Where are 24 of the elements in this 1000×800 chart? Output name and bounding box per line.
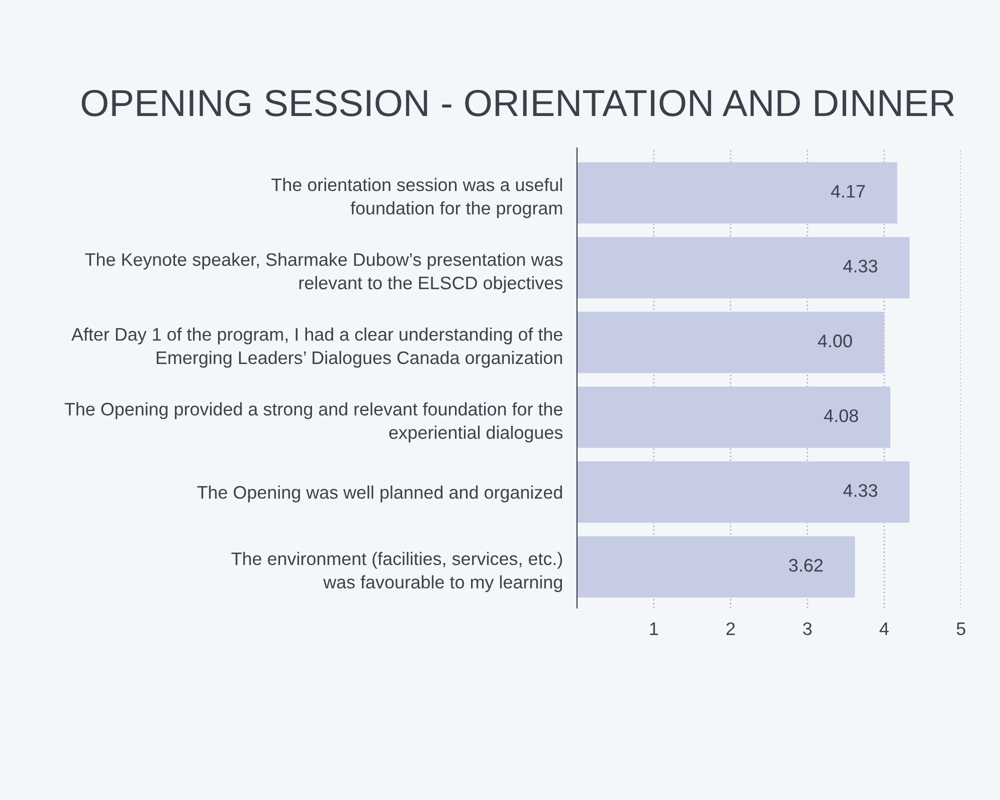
data-label: 4.08 — [824, 409, 858, 422]
bar — [577, 536, 856, 598]
bar — [577, 237, 910, 298]
bar — [577, 461, 910, 523]
x-tick-label: 2 — [726, 622, 735, 635]
data-label: 4.33 — [843, 260, 878, 273]
y-tick-label: The Keynote speaker, Sharmake Dubow’s presentation was relevant to the ELSCD objectives — [85, 252, 562, 293]
x-tick-label: 5 — [956, 622, 966, 636]
bar — [577, 386, 890, 448]
x-tick-label: 3 — [803, 622, 812, 636]
y-tick-label: The Opening provided a strong and relevant foundation for the experiential dialogues — [64, 402, 562, 443]
y-tick-label: After Day 1 of the program, I had a clear understanding of the Emerging Leaders’ Dialogues Canada organization — [71, 328, 562, 368]
data-label: 3.62 — [789, 558, 823, 572]
x-tick-label: 4 — [880, 622, 889, 635]
data-label: 4.33 — [843, 484, 878, 497]
data-label: 4.17 — [831, 185, 865, 198]
bar — [577, 162, 898, 224]
y-tick-label: The orientation session was a useful foundation for the program — [271, 178, 562, 218]
y-tick-label: The environment (facilities, services, etc.) was favourable to my learning — [231, 552, 562, 592]
chart-title: OPENING SESSION - ORIENTATION AND DINNER — [82, 90, 954, 116]
bar — [577, 312, 884, 374]
data-label: 4.00 — [818, 334, 852, 348]
x-tick-label: 1 — [650, 622, 658, 635]
y-tick-label: The Opening was well planned and organized — [197, 486, 562, 502]
